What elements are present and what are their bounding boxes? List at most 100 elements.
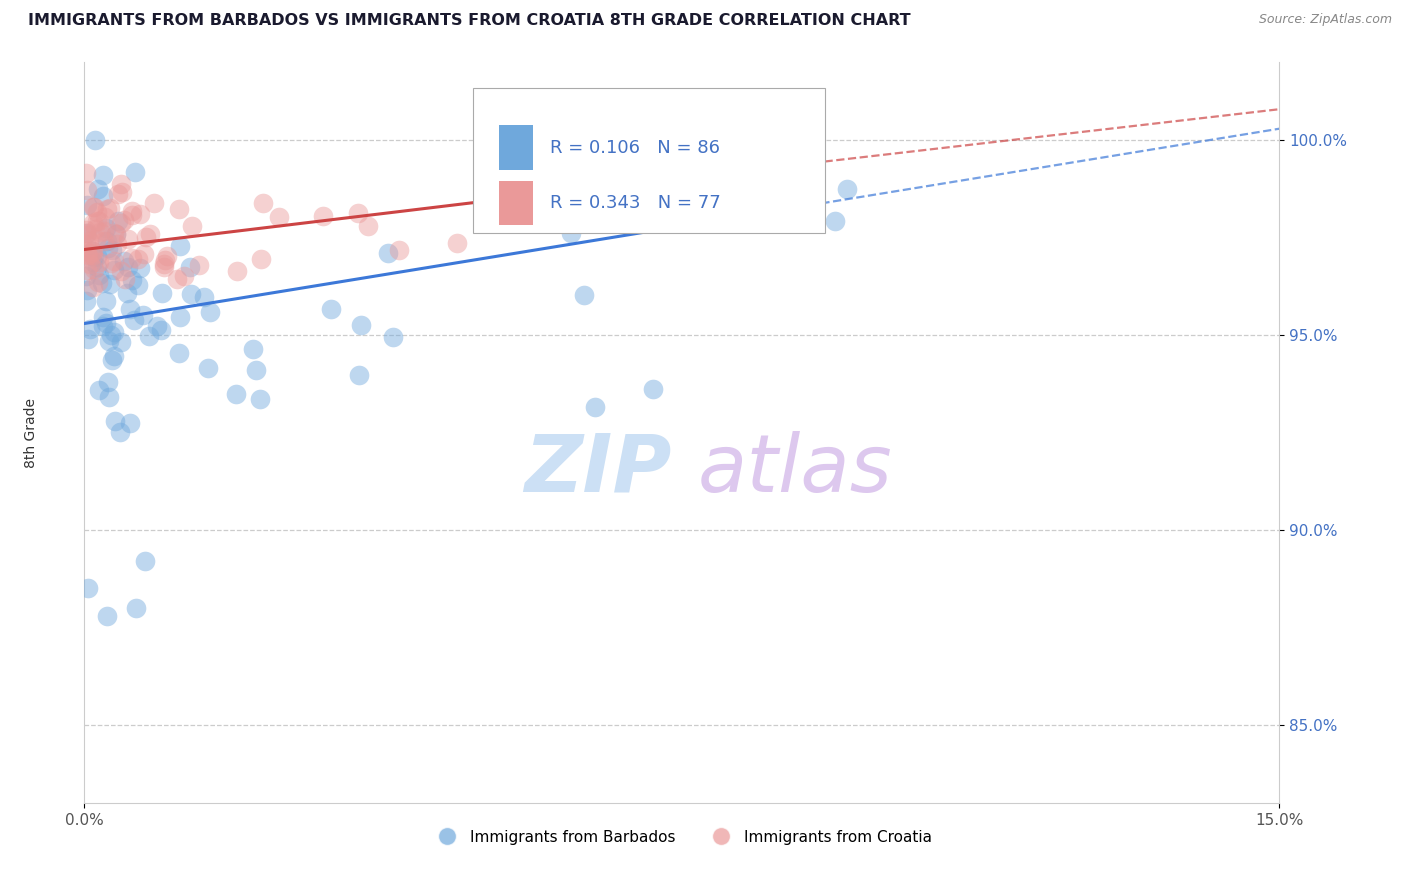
Point — [75, 236, 97, 251]
Point — [124, 601, 146, 615]
Point — [76, 183, 98, 197]
Point — [77, 332, 100, 346]
Point — [96, 234, 118, 248]
Point — [131, 308, 153, 322]
Text: ZIP: ZIP — [524, 431, 672, 508]
Point — [755, 139, 778, 153]
Point — [249, 392, 271, 406]
Point — [114, 271, 136, 285]
Point — [82, 215, 104, 229]
Point — [103, 226, 125, 240]
Point — [121, 251, 143, 265]
Point — [76, 247, 98, 261]
Point — [89, 268, 111, 282]
FancyBboxPatch shape — [499, 126, 533, 169]
Point — [169, 310, 191, 325]
Point — [75, 227, 97, 242]
Point — [134, 554, 156, 568]
Point — [110, 216, 132, 230]
Point — [87, 383, 110, 397]
Point — [150, 285, 173, 300]
Point — [83, 251, 105, 265]
Point — [79, 322, 101, 336]
Point — [122, 313, 145, 327]
Point — [97, 241, 120, 255]
Point — [357, 219, 380, 233]
Point — [153, 260, 176, 275]
Point — [824, 214, 846, 228]
Point — [180, 219, 202, 233]
Point — [167, 346, 190, 360]
Point — [86, 260, 108, 274]
Point — [482, 202, 505, 217]
Point — [103, 253, 125, 268]
Point — [641, 382, 664, 396]
Point — [197, 361, 219, 376]
Point — [120, 417, 142, 431]
Point — [484, 201, 506, 215]
Point — [156, 249, 179, 263]
Point — [124, 165, 146, 179]
Point — [76, 198, 98, 212]
Point — [82, 244, 104, 259]
Point — [188, 258, 211, 272]
Point — [107, 187, 129, 202]
Point — [560, 226, 582, 240]
Point — [97, 375, 120, 389]
Point — [87, 214, 110, 228]
FancyBboxPatch shape — [499, 181, 533, 226]
Point — [82, 200, 104, 214]
Point — [104, 414, 127, 428]
Point — [193, 290, 215, 304]
Point — [91, 168, 114, 182]
Text: atlas: atlas — [697, 431, 893, 508]
Point — [76, 263, 98, 277]
Point — [269, 210, 291, 224]
Point — [96, 202, 118, 217]
Point — [83, 200, 105, 214]
Point — [94, 316, 117, 330]
Point — [312, 210, 335, 224]
Point — [242, 342, 264, 356]
Point — [200, 304, 222, 318]
Point — [135, 229, 157, 244]
Point — [83, 133, 105, 147]
Point — [623, 153, 645, 167]
Point — [319, 301, 342, 316]
Point — [77, 234, 100, 248]
Point — [180, 287, 202, 301]
Point — [75, 166, 97, 180]
Point — [83, 222, 105, 236]
Point — [76, 227, 98, 241]
Text: R = 0.106   N = 86: R = 0.106 N = 86 — [551, 138, 720, 157]
Text: Source: ZipAtlas.com: Source: ZipAtlas.com — [1258, 13, 1392, 27]
Point — [146, 319, 169, 334]
Point — [93, 224, 115, 238]
Point — [118, 301, 141, 316]
Point — [91, 188, 114, 202]
Point — [143, 195, 166, 210]
Point — [127, 278, 149, 293]
Point — [82, 280, 104, 294]
Point — [100, 255, 122, 269]
Point — [139, 227, 162, 242]
Point — [75, 269, 97, 284]
Legend: Immigrants from Barbados, Immigrants from Croatia: Immigrants from Barbados, Immigrants fro… — [426, 823, 938, 851]
Point — [740, 171, 762, 186]
Point — [76, 283, 98, 297]
Point — [252, 196, 274, 211]
Point — [103, 263, 125, 277]
Point — [107, 214, 129, 228]
Point — [86, 214, 108, 228]
Point — [112, 212, 135, 227]
Point — [110, 177, 132, 191]
Point — [245, 363, 267, 377]
Point — [96, 293, 118, 308]
Point — [446, 235, 468, 250]
Point — [683, 202, 706, 217]
Point — [114, 253, 136, 268]
Point — [84, 232, 107, 246]
Point — [149, 323, 172, 337]
Point — [75, 294, 97, 309]
Point — [96, 608, 118, 623]
